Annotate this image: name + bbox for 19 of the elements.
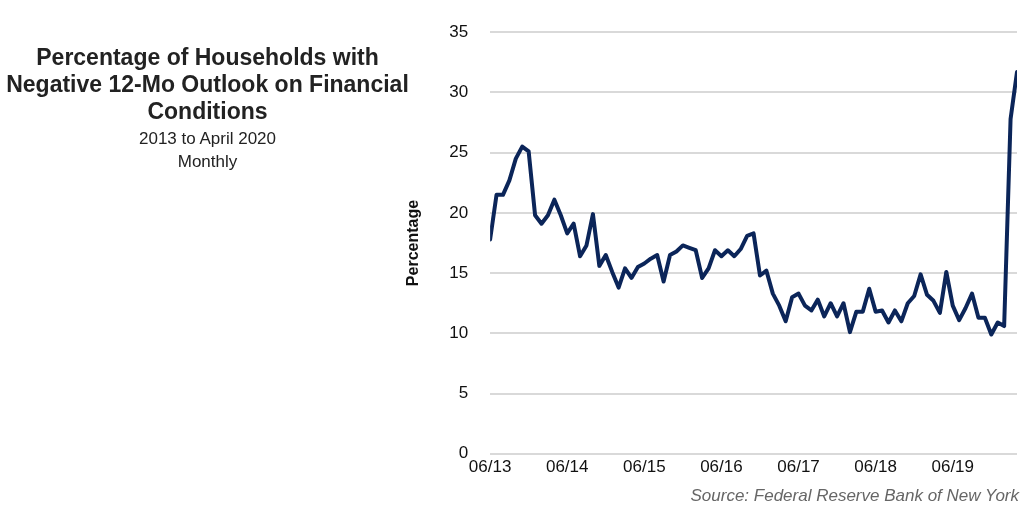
x-tick-label: 06/16	[700, 456, 743, 476]
x-tick-label: 06/18	[854, 456, 897, 476]
text: 2013 to April 2020 Monthly	[137, 128, 278, 173]
x-tick-label: 06/15	[623, 456, 666, 476]
y-tick-label: 10	[449, 323, 469, 343]
y-axis-title: Percentage	[404, 199, 422, 287]
y-tick-label: 15	[449, 262, 469, 282]
y-tick-label: 0	[458, 443, 469, 463]
y-tick-label: 35	[449, 21, 469, 41]
x-tick-label: 06/14	[545, 456, 589, 476]
x-tick-label: 06/19	[931, 456, 975, 476]
text: Percentage of Households with Negative 12-Mo Outlook on Financial Conditions	[5, 44, 410, 125]
y-tick-label: 20	[449, 202, 469, 222]
y-tick-label: 25	[449, 142, 469, 162]
y-tick-label: 5	[458, 383, 469, 403]
x-tick-label: 06/17	[777, 456, 820, 476]
source-note: Source: Federal Reserve Bank of New York	[690, 486, 1019, 506]
y-tick-label: 30	[449, 82, 469, 102]
x-tick-label: 06/13	[468, 456, 512, 476]
